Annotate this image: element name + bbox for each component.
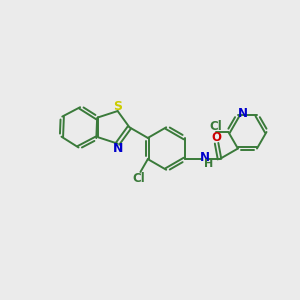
Text: S: S	[113, 100, 122, 113]
Text: N: N	[238, 107, 248, 120]
Text: H: H	[204, 159, 214, 170]
Text: Cl: Cl	[133, 172, 145, 185]
Text: O: O	[212, 131, 222, 144]
Text: N: N	[112, 142, 123, 155]
Text: N: N	[200, 152, 210, 164]
Text: Cl: Cl	[209, 120, 222, 133]
